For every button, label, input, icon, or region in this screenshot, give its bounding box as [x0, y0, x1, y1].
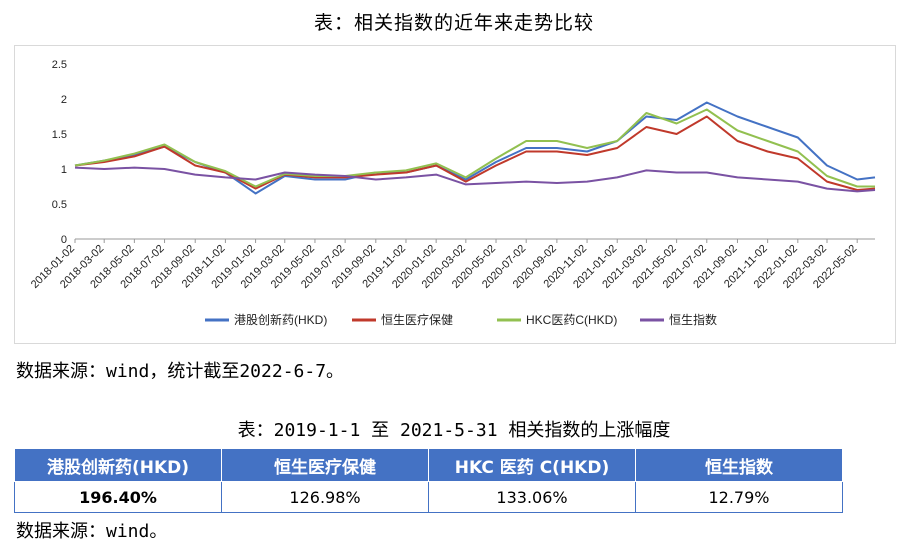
legend-label: 港股创新药(HKD) [234, 312, 327, 327]
table-cell: 196.40% [14, 481, 222, 513]
y-tick-label: 0 [61, 234, 67, 246]
table-cell: 126.98% [221, 481, 429, 513]
chart-source-note: 数据来源：wind，统计截至2022-6-7。 [16, 361, 345, 382]
series-line-3 [74, 108, 875, 188]
y-tick-label: 1.5 [52, 129, 67, 141]
table-header: 恒生医疗保健 [221, 448, 429, 482]
chart-title: 表：相关指数的近年来走势比较 [313, 12, 594, 34]
table-header-row: 港股创新药(HKD) 恒生医疗保健 HKC 医药 C(HKD) 恒生指数 [14, 448, 843, 482]
legend-label: 恒生指数 [669, 312, 717, 327]
y-tick-label: 0.5 [52, 199, 67, 211]
series-line-4 [74, 166, 876, 193]
table-header: 恒生指数 [635, 448, 843, 482]
table-header: 港股创新药(HKD) [14, 448, 222, 482]
chart-area: 0 0.5 1 1.5 2 2.5 2018-01-02 2018-03-02 2018-05-… [14, 45, 896, 344]
table-source-note: 数据来源：wind。 [16, 521, 168, 542]
series-line-2 [74, 115, 876, 191]
legend-label: HKC医药C(HKD) [526, 313, 617, 327]
table-title: 表：2019-1-1 至 2021-5-31 相关指数的上涨幅度 [237, 420, 671, 441]
y-tick-label: 2 [61, 94, 67, 106]
line-chart: 00.511.522.52018-01-022018-03-022018-05-… [29, 59, 876, 327]
rise-table: 港股创新药(HKD) 恒生医疗保健 HKC 医药 C(HKD) 恒生指数 196… [14, 448, 843, 513]
table-header: HKC 医药 C(HKD) [428, 448, 636, 482]
legend-label: 恒生医疗保健 [381, 313, 453, 327]
table-cell: 133.06% [428, 481, 636, 513]
y-tick-label: 1 [61, 164, 67, 176]
y-tick-label: 2.5 [52, 59, 67, 71]
table-row: 196.40% 126.98% 133.06% 12.79% [14, 481, 843, 513]
table-cell: 12.79% [635, 481, 843, 513]
